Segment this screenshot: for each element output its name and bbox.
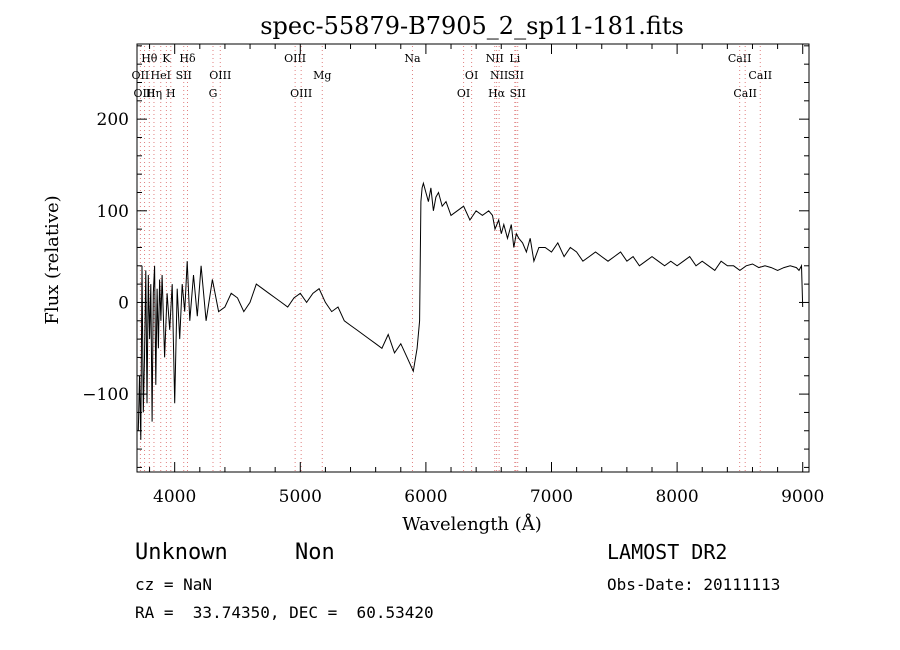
survey-name: LAMOST DR2	[607, 540, 728, 564]
y-tick-label: 0	[118, 293, 129, 313]
marker-label: NII	[486, 52, 504, 65]
marker-label: SII	[508, 69, 524, 82]
y-tick-label: 200	[97, 110, 129, 130]
marker-label: OIII	[134, 87, 156, 100]
y-axis-label: Flux (relative)	[42, 195, 63, 324]
redshift-text: cz = NaN	[135, 575, 213, 594]
marker-label: SII	[176, 69, 192, 82]
chart-title: spec-55879-B7905_2_sp11-181.fits	[260, 12, 684, 40]
marker-label: Hα	[488, 87, 506, 100]
marker-label: OII	[132, 69, 150, 82]
marker-label: Hδ	[179, 52, 196, 65]
marker-label: CaII	[748, 69, 772, 82]
marker-label: HeI	[151, 69, 171, 82]
y-tick-label: 100	[97, 202, 129, 222]
marker-label: OIII	[284, 52, 306, 65]
marker-label: CaII	[733, 87, 757, 100]
y-tick-label: −100	[82, 385, 129, 405]
marker-label: H	[166, 87, 176, 100]
spectrum-line	[137, 181, 804, 440]
marker-label: K	[162, 52, 171, 65]
x-axis-label: Wavelength (Å)	[402, 513, 542, 535]
marker-label: OIII	[290, 87, 312, 100]
x-tick-label: 8000	[655, 487, 698, 507]
object-class: Unknown	[135, 540, 228, 565]
marker-label: Hη	[146, 87, 162, 100]
marker-label: OI	[457, 87, 470, 100]
marker-label: NII	[490, 69, 508, 82]
marker-label: Mg	[313, 69, 331, 82]
marker-label: OI	[465, 69, 478, 82]
marker-label: Hθ	[141, 52, 158, 65]
observation-date: Obs-Date: 20111113	[607, 575, 781, 594]
marker-label: CaII	[728, 52, 752, 65]
marker-label: Na	[404, 52, 421, 65]
x-tick-label: 4000	[153, 487, 196, 507]
marker-label: OIII	[209, 69, 231, 82]
x-tick-label: 9000	[781, 487, 824, 507]
x-tick-label: 6000	[404, 487, 447, 507]
x-tick-label: 7000	[530, 487, 573, 507]
marker-label: SII	[510, 87, 526, 100]
marker-label: Li	[509, 52, 520, 65]
marker-label: G	[209, 87, 218, 100]
plot-frame	[136, 43, 810, 473]
x-tick-label: 5000	[279, 487, 322, 507]
coordinates-text: RA = 33.74350, DEC = 60.53420	[135, 603, 434, 622]
object-subclass: Non	[295, 540, 335, 565]
